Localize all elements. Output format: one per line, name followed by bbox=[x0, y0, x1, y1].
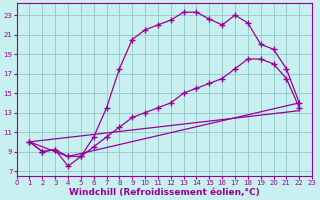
X-axis label: Windchill (Refroidissement éolien,°C): Windchill (Refroidissement éolien,°C) bbox=[69, 188, 260, 197]
